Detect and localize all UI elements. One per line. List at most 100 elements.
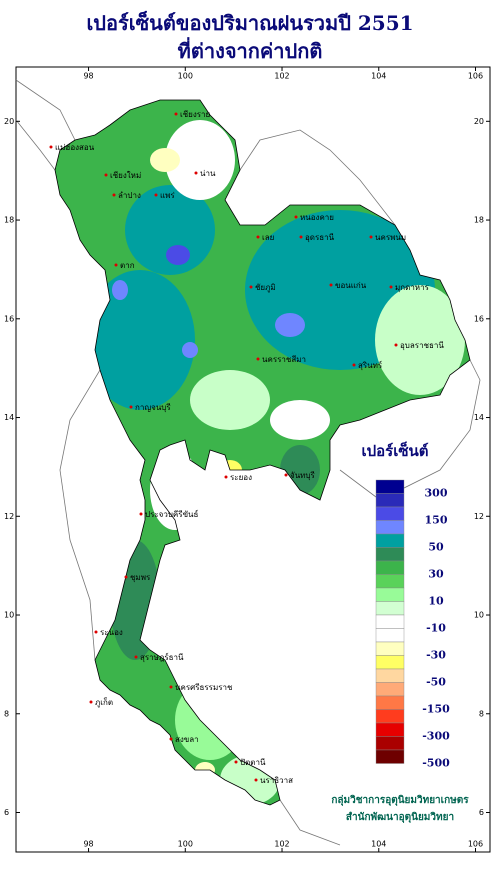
title-line: เปอร์เซ็นต์ของปริมาณฝนรวมปี 2551 — [86, 10, 413, 35]
legend-label: 30 — [428, 568, 444, 581]
legend-swatch — [375, 520, 405, 535]
place-marker — [369, 235, 373, 239]
place-marker — [114, 263, 118, 267]
place-marker — [294, 215, 298, 219]
place-label: น่าน — [200, 169, 216, 178]
legend-swatch — [375, 614, 405, 629]
place-label: สุรินทร์ — [358, 360, 383, 370]
place-label: ประจวบคีรีขันธ์ — [145, 509, 199, 519]
lat-label: 16 — [474, 314, 484, 323]
lat-label: 8 — [4, 709, 9, 718]
legend-swatch — [375, 736, 405, 751]
place-label: สุราษฎร์ธานี — [140, 652, 184, 662]
lon-label: 100 — [178, 72, 193, 81]
lon-label: 106 — [468, 840, 483, 849]
credit: กลุ่มวิชาการอุตุนิยมวิทยาเกษตร — [331, 794, 469, 806]
legend-swatch — [375, 587, 405, 602]
lon-label: 98 — [83, 840, 93, 849]
place-marker — [254, 778, 258, 782]
lon-label: 104 — [371, 840, 386, 849]
lat-label: 18 — [4, 216, 14, 225]
lat-label: 8 — [479, 709, 484, 718]
legend-label: -500 — [422, 757, 450, 770]
lon-label: 104 — [371, 72, 386, 81]
place-label: เชียงใหม่ — [110, 171, 141, 180]
place-marker — [284, 473, 288, 477]
place-marker — [249, 285, 253, 289]
legend-label: -10 — [426, 622, 446, 635]
place-label: นครราชสีมา — [262, 355, 306, 364]
place-label: ระยอง — [230, 473, 252, 482]
place-label: ชุมพร — [130, 573, 151, 582]
place-marker — [389, 285, 393, 289]
legend-label: 150 — [425, 514, 448, 527]
place-label: ปัตตานี — [240, 758, 266, 767]
place-label: จันทบุรี — [290, 471, 316, 480]
place-marker — [89, 700, 93, 704]
place-label: นครศรีธรรมราช — [175, 683, 233, 692]
place-label: กาญจนบุรี — [135, 403, 171, 412]
legend-swatch — [375, 682, 405, 697]
place-label: มุกดาหาร — [395, 283, 430, 292]
legend-swatch — [375, 695, 405, 710]
place-marker — [129, 405, 133, 409]
place-label: อุบลราชธานี — [400, 341, 444, 350]
place-label: อุดรธานี — [305, 233, 335, 242]
title-line: ที่ต่างจากค่าปกติ — [178, 36, 323, 63]
lat-label: 12 — [474, 512, 484, 521]
place-marker — [112, 193, 116, 197]
legend-swatch — [375, 560, 405, 575]
place-label: แม่ฮ่องสอน — [55, 143, 95, 152]
place-marker — [174, 112, 178, 116]
place-label: ตาก — [120, 261, 135, 270]
legend-swatch — [375, 641, 405, 656]
lon-label: 100 — [178, 840, 193, 849]
legend-swatch — [375, 479, 405, 494]
lon-label: 98 — [83, 72, 93, 81]
legend-swatch — [375, 574, 405, 589]
borders — [15, 79, 481, 846]
legend-swatch — [375, 506, 405, 521]
place-marker — [139, 512, 143, 516]
credit: สำนักพัฒนาอุตุนิยมวิทยา — [346, 811, 454, 823]
lat-label: 6 — [4, 808, 9, 817]
place-marker — [169, 737, 173, 741]
place-label: ระนอง — [100, 628, 123, 637]
legend-swatch — [375, 601, 405, 616]
lat-label: 10 — [474, 611, 484, 620]
place-marker — [104, 173, 108, 177]
place-label: เลย — [262, 233, 274, 242]
lat-label: 14 — [474, 413, 484, 422]
place-label: แพร่ — [160, 191, 175, 200]
place-marker — [394, 343, 398, 347]
legend-swatch — [375, 493, 405, 508]
place-marker — [234, 760, 238, 764]
place-marker — [352, 363, 356, 367]
place-marker — [49, 145, 53, 149]
lat-label: 12 — [4, 512, 14, 521]
place-label: ลำปาง — [118, 191, 141, 200]
lat-label: 16 — [4, 314, 14, 323]
place-label: ขอนแก่น — [335, 281, 367, 290]
legend-swatch — [375, 533, 405, 548]
place-label: นราธิวาส — [260, 776, 293, 785]
place-label: ภูเก็ต — [95, 697, 113, 708]
legend-label: -150 — [422, 703, 450, 716]
lon-label: 106 — [468, 72, 483, 81]
legend-swatch — [375, 547, 405, 562]
lat-label: 10 — [4, 611, 14, 620]
legend-label: 10 — [428, 595, 444, 608]
place-marker — [154, 193, 158, 197]
place-marker — [256, 235, 260, 239]
lat-label: 14 — [4, 413, 14, 422]
legend-swatch — [375, 722, 405, 737]
lon-label: 102 — [274, 840, 289, 849]
place-label: เชียงราย — [180, 110, 210, 119]
legend-label: -50 — [426, 676, 446, 689]
legend-label: -300 — [422, 730, 450, 743]
place-marker — [194, 171, 198, 175]
place-marker — [124, 575, 128, 579]
legend-swatch — [375, 628, 405, 643]
place-label: สงขลา — [175, 735, 199, 744]
